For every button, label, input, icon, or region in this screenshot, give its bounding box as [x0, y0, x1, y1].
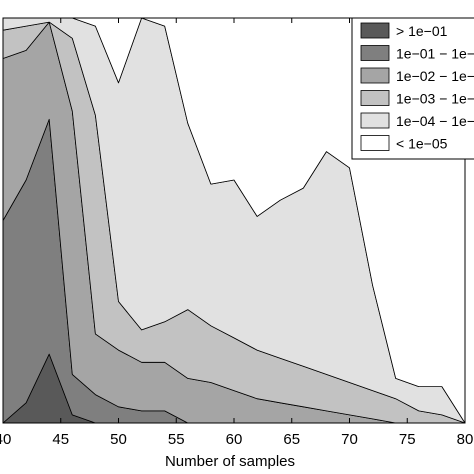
legend-swatch-3: [360, 90, 390, 106]
x-tick-label: 55: [168, 431, 185, 448]
legend-swatch-0: [360, 22, 390, 39]
x-tick-label: 75: [399, 431, 416, 448]
legend-label-3: 1e−03 − 1e−04: [396, 91, 474, 107]
x-axis-ticks: 40 45 50 55 60 65 70 75 80: [0, 18, 473, 448]
legend-swatch-2: [360, 67, 390, 84]
x-axis-title: Number of samples: [165, 453, 295, 470]
x-tick-label: 65: [283, 431, 300, 448]
legend-swatch-1: [360, 45, 390, 61]
x-tick-label: 45: [52, 431, 69, 448]
legend-label-2: 1e−02 − 1e−03: [396, 68, 474, 84]
legend-swatch-4: [360, 112, 390, 129]
legend-swatch-5: [360, 135, 390, 151]
legend-label-0: > 1e−01: [396, 23, 448, 39]
legend-label-1: 1e−01 − 1e−02: [396, 46, 474, 62]
x-tick-label: 50: [110, 431, 127, 448]
legend: > 1e−01 1e−01 − 1e−02 1e−02 − 1e−03 1e−03 −…: [351, 17, 474, 160]
x-tick-label: 80: [457, 431, 474, 448]
legend-label-5: < 1e−05: [396, 136, 448, 152]
x-tick-label: 60: [226, 431, 243, 448]
x-tick-label: 40: [0, 431, 11, 448]
legend-label-4: 1e−04 − 1e−05: [396, 113, 474, 129]
x-tick-label: 70: [341, 431, 358, 448]
